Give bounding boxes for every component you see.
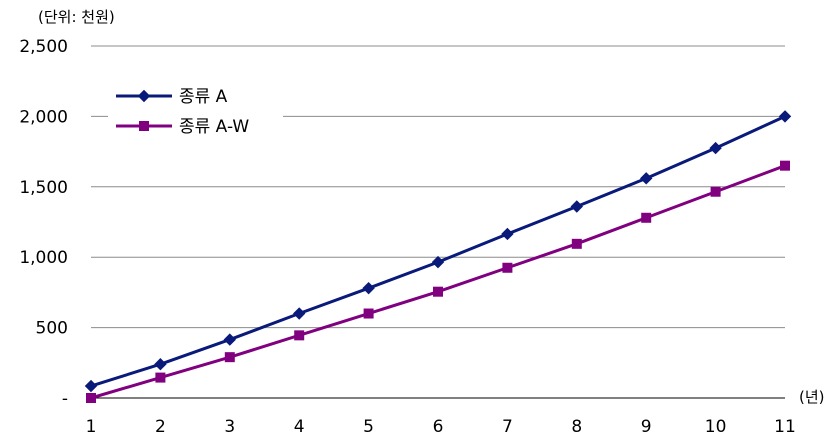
data-point bbox=[154, 358, 167, 371]
data-point bbox=[84, 379, 98, 393]
data-point bbox=[292, 307, 306, 320]
legend-box bbox=[108, 80, 283, 148]
legend-label: 종류 A bbox=[179, 87, 228, 107]
x-tick-label: 6 bbox=[433, 417, 444, 437]
data-point bbox=[86, 393, 96, 403]
series-1 bbox=[86, 160, 790, 403]
data-point bbox=[294, 330, 305, 341]
x-tick-label: 3 bbox=[224, 417, 235, 437]
legend-swatch-marker bbox=[137, 89, 151, 103]
data-point bbox=[362, 281, 375, 295]
data-point bbox=[570, 200, 584, 213]
data-point bbox=[778, 110, 792, 123]
legend-swatch-marker bbox=[139, 121, 149, 131]
x-tick-label: 9 bbox=[641, 417, 652, 437]
y-tick-label: 500 bbox=[36, 319, 68, 339]
data-point bbox=[571, 238, 582, 249]
y-tick-label: 2,000 bbox=[19, 107, 68, 127]
data-point bbox=[224, 352, 235, 363]
data-point bbox=[433, 286, 443, 297]
x-tick-label: 1 bbox=[86, 417, 97, 437]
data-point bbox=[155, 372, 166, 383]
series-0 bbox=[84, 110, 792, 393]
y-tick-label: 1,500 bbox=[19, 178, 68, 198]
y-tick-labels: - 500 1,000 1,500 2,000 2,500 bbox=[19, 37, 68, 409]
data-point bbox=[223, 333, 237, 346]
legend-label: 종류 A-W bbox=[179, 117, 249, 137]
data-point bbox=[501, 227, 514, 241]
x-tick-label: 7 bbox=[502, 417, 513, 437]
x-unit-label: (년) bbox=[799, 388, 825, 406]
series-line bbox=[90, 164, 786, 400]
legend: 종류 A 종류 A-W bbox=[108, 80, 283, 148]
y-tick-label: 2,500 bbox=[19, 37, 68, 57]
y-tick-label: 1,000 bbox=[19, 248, 68, 268]
x-tick-label: 10 bbox=[705, 417, 727, 437]
data-point bbox=[363, 308, 374, 319]
y-tick-label: - bbox=[62, 389, 68, 409]
data-point bbox=[641, 212, 652, 223]
legend-item: 종류 A-W bbox=[116, 117, 249, 137]
data-point bbox=[780, 160, 790, 171]
x-tick-label: 2 bbox=[155, 417, 166, 437]
x-tick-label: 5 bbox=[363, 417, 374, 437]
legend-item: 종류 A bbox=[116, 87, 228, 107]
series-lines bbox=[84, 110, 792, 403]
x-tick-labels: 1 2 3 4 5 6 7 8 9 10 11 bbox=[86, 417, 796, 437]
data-point bbox=[639, 172, 653, 185]
series-line bbox=[90, 115, 786, 388]
data-point bbox=[431, 255, 445, 269]
data-point bbox=[502, 262, 513, 273]
x-tick-label: 11 bbox=[774, 417, 796, 437]
x-tick-label: 4 bbox=[294, 417, 305, 437]
data-point bbox=[709, 141, 722, 155]
data-point bbox=[710, 186, 721, 197]
unit-label: (단위: 천원) bbox=[38, 8, 115, 26]
x-tick-label: 8 bbox=[571, 417, 582, 437]
